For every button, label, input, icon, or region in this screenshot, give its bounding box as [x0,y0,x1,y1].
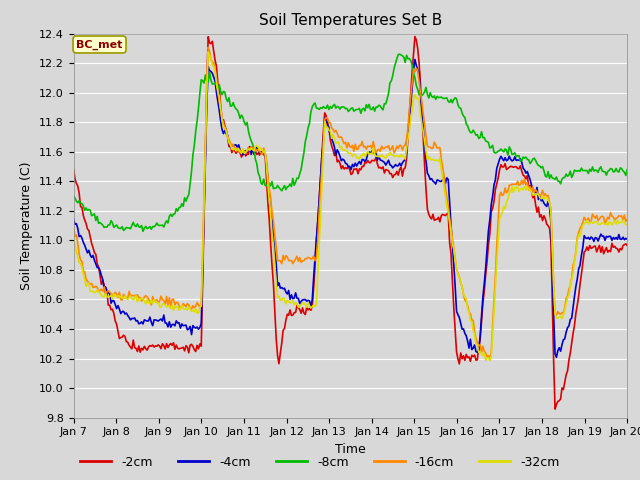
Title: Soil Temperatures Set B: Soil Temperatures Set B [259,13,442,28]
Legend: -2cm, -4cm, -8cm, -16cm, -32cm: -2cm, -4cm, -8cm, -16cm, -32cm [75,451,565,474]
Text: BC_met: BC_met [76,39,123,49]
X-axis label: Time: Time [335,443,366,456]
Y-axis label: Soil Temperature (C): Soil Temperature (C) [20,161,33,290]
